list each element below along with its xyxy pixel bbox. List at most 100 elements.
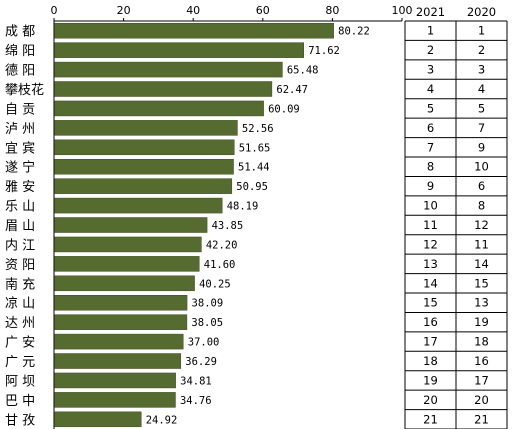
category-label: 甘 孜 [5,413,35,428]
rank-2021-cell: 9 [427,179,434,193]
rank-2020-cell: 9 [478,140,485,154]
bar-series: 80.22 71.62 65.48 62.47 60.09 52.56 51.65 51.44… [54,22,370,428]
rank-2021-cell: 16 [423,315,438,329]
rank-2020-cell: 20 [474,393,489,407]
rank-2020-cell: 12 [474,218,489,232]
x-tick-label: 20 [117,4,131,17]
rank-2021-cell: 21 [423,412,438,426]
rank-2021-cell: 2 [427,43,434,57]
bar [54,333,184,350]
category-label: 凉 山 [5,297,35,312]
bar-value-label: 48.19 [227,201,259,213]
rank-2021-cell: 13 [423,257,438,271]
rank-2021-cell: 10 [423,199,438,213]
rank-2020-cell: 11 [474,237,489,251]
rank-2021-cell: 18 [423,354,438,368]
rank-2021-cell: 6 [427,121,434,135]
bar-value-label: 51.65 [239,142,271,154]
rank-2021-cell: 19 [423,373,438,387]
bar-value-label: 43.85 [212,220,244,232]
category-label: 绵 阳 [5,44,35,59]
category-label: 攀枝花 [5,82,44,98]
bar [54,22,334,39]
bar-value-label: 71.62 [308,45,340,57]
bar-value-label: 40.25 [199,278,231,290]
category-label: 南 充 [5,276,35,292]
rank-2020-cell: 21 [474,412,489,426]
bar [54,139,235,156]
x-axis: 0 20 40 60 80 100 [51,4,413,429]
category-label: 巴 中 [5,394,35,409]
bar [54,372,176,389]
rank-2021-cell: 14 [423,276,438,290]
x-tick-label: 60 [256,4,270,17]
bar-value-label: 50.95 [236,181,268,193]
bar-value-label: 34.81 [180,375,212,387]
category-label: 广 元 [5,355,35,370]
bar-value-label: 51.44 [238,162,270,174]
bar-value-label: 36.29 [185,356,217,368]
category-label: 眉 山 [5,219,35,234]
x-tick-label: 80 [325,4,339,17]
rank-table-header: 2020 [467,5,496,19]
bar [54,42,304,58]
rank-2020-cell: 17 [474,373,489,387]
bar-value-label: 41.60 [204,259,236,271]
bar-value-label: 38.09 [192,298,224,310]
x-tick-label: 100 [392,4,413,17]
bar-value-label: 37.00 [188,337,220,349]
rank-2021-cell: 12 [423,237,438,251]
bar [54,236,202,253]
bar-value-label: 38.05 [191,317,223,329]
category-label: 成 都 [5,25,35,40]
bar [54,197,223,214]
rank-2021-cell: 17 [423,335,438,349]
bar [54,217,208,233]
rank-2020-cell: 19 [474,315,489,329]
rank-2020-cell: 7 [478,121,485,135]
bar [54,100,264,117]
rank-2020-cell: 14 [474,257,489,271]
rank-table-grid [404,20,508,429]
rank-2020-cell: 10 [474,160,489,174]
category-label: 广 安 [5,336,35,351]
rank-2021-cell: 4 [427,82,434,96]
bar [54,314,188,330]
bar [54,411,142,428]
bar [54,256,200,272]
bar-value-label: 34.76 [180,395,212,407]
rank-2020-cell: 1 [478,24,485,38]
bar [54,294,188,311]
category-label: 遂 宁 [5,160,35,176]
bar-value-label: 24.92 [146,414,178,426]
bar [54,120,238,136]
category-label: 阿 坝 [5,374,35,389]
rank-2020-cell: 16 [474,354,489,368]
rank-2021-cell: 11 [423,218,438,232]
category-label: 宜 宾 [5,140,35,156]
bar [54,61,283,78]
rank-2020-cell: 15 [474,276,489,290]
bar [54,392,176,408]
bar [54,158,234,175]
rank-2020-cell: 3 [478,63,485,77]
bar-value-label: 80.22 [338,26,370,38]
category-label: 自 贡 [5,102,35,117]
category-label: 德 阳 [5,64,35,79]
bar [54,178,233,194]
x-tick-label: 0 [51,4,58,17]
rank-2021-cell: 3 [427,63,434,77]
rank-2020-cell: 2 [478,43,485,57]
rank-2020-cell: 4 [478,82,485,96]
rank-2021-cell: 1 [427,24,434,38]
rank-2021-cell: 20 [423,393,438,407]
rank-2020-cell: 18 [474,335,489,349]
category-label: 泸 州 [5,122,35,137]
category-label: 雅 安 [5,180,35,195]
category-label: 资 阳 [5,258,35,273]
x-tick-label: 40 [186,4,200,17]
rank-2021-cell: 15 [423,296,438,310]
bar [54,353,182,369]
